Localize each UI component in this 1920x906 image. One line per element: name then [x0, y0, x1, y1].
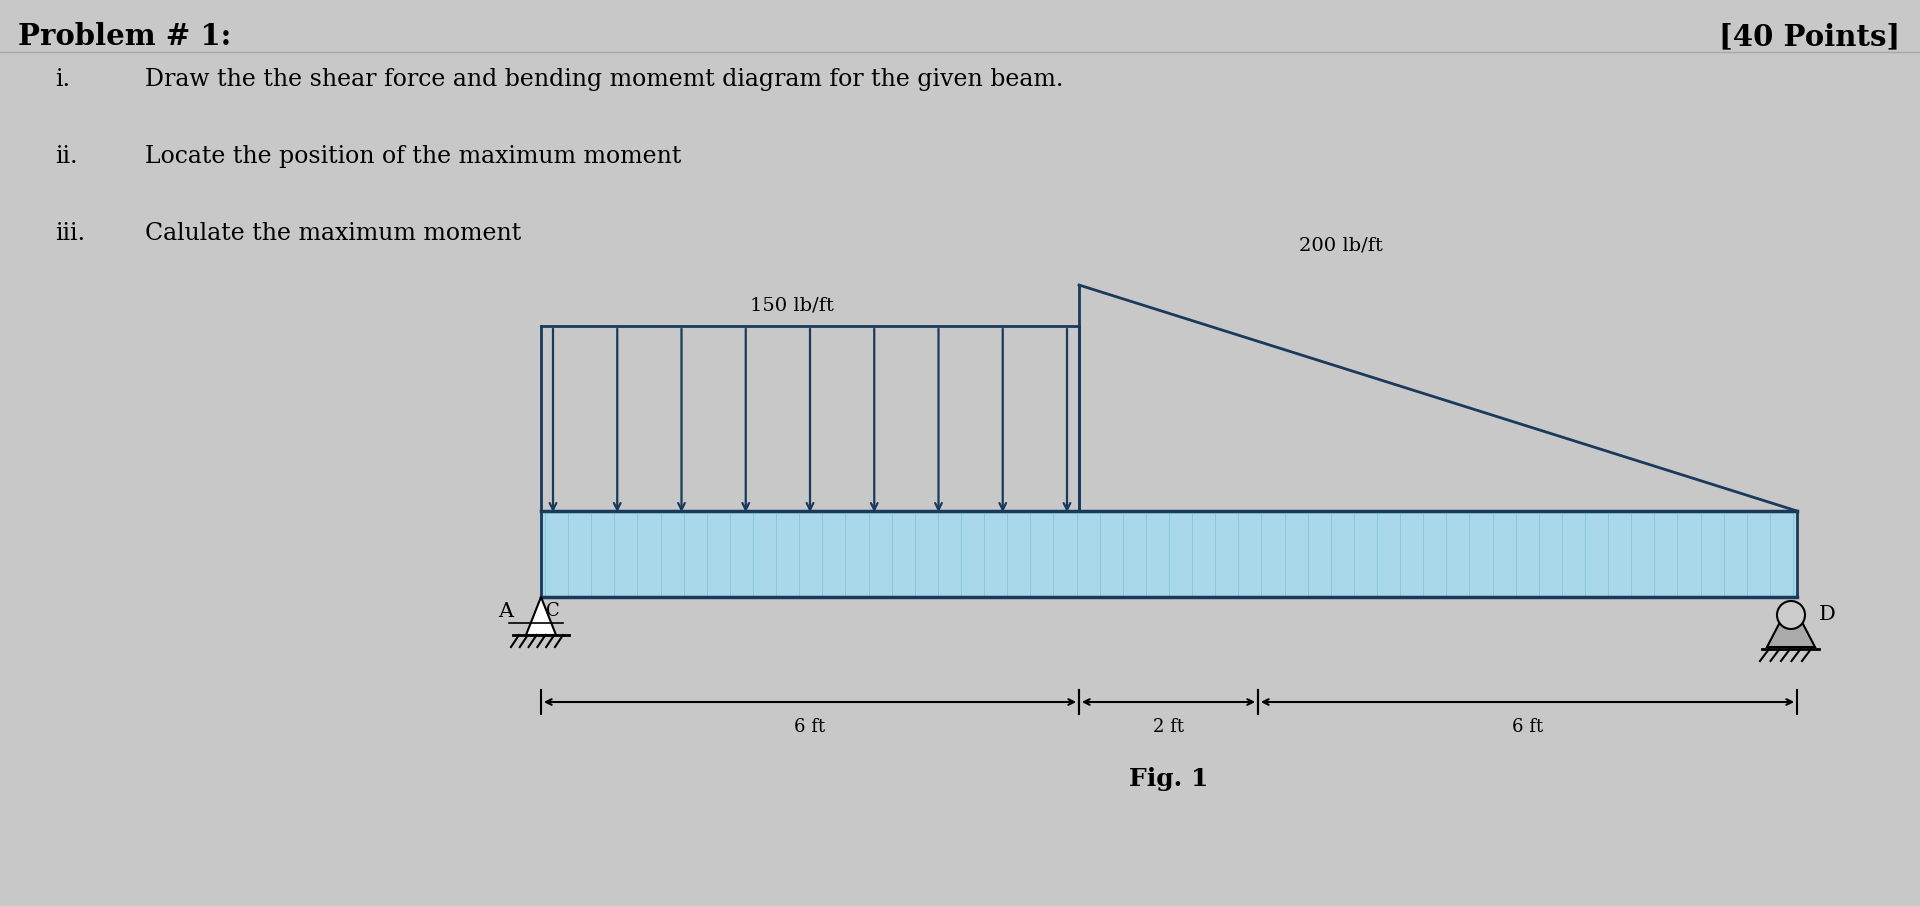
- Text: 2 ft: 2 ft: [1154, 718, 1185, 736]
- Text: Fig. 1: Fig. 1: [1129, 767, 1210, 791]
- Text: 6 ft: 6 ft: [795, 718, 826, 736]
- Text: D: D: [1818, 605, 1836, 624]
- Text: ii.: ii.: [56, 145, 77, 168]
- Text: A: A: [497, 602, 513, 621]
- Text: C: C: [545, 602, 561, 620]
- Text: 6 ft: 6 ft: [1511, 718, 1544, 736]
- Text: Calulate the maximum moment: Calulate the maximum moment: [146, 222, 520, 245]
- Text: 150 lb/ft: 150 lb/ft: [751, 296, 833, 314]
- Text: iii.: iii.: [56, 222, 84, 245]
- Polygon shape: [541, 511, 1797, 597]
- Text: i.: i.: [56, 68, 71, 91]
- Polygon shape: [1766, 601, 1814, 647]
- Text: Locate the position of the maximum moment: Locate the position of the maximum momen…: [146, 145, 682, 168]
- Circle shape: [1778, 601, 1805, 629]
- Text: 200 lb/ft: 200 lb/ft: [1300, 237, 1382, 255]
- Polygon shape: [526, 597, 557, 635]
- Text: Problem # 1:: Problem # 1:: [17, 22, 232, 51]
- Text: [40 Points]: [40 Points]: [1718, 22, 1901, 51]
- Text: Draw the the shear force and bending momemt diagram for the given beam.: Draw the the shear force and bending mom…: [146, 68, 1064, 91]
